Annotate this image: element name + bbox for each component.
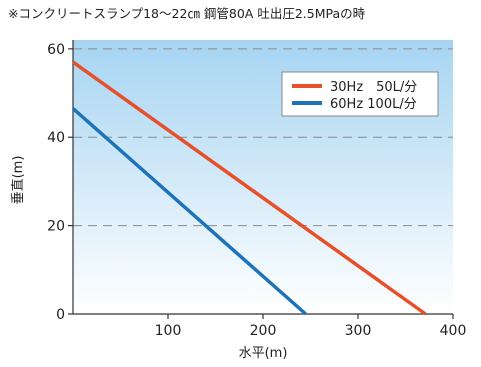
- series-line-1: [71, 107, 307, 316]
- legend-label-30hz: 30Hz 50L/分: [330, 80, 417, 95]
- series-lines: [71, 60, 427, 316]
- y-tick-label-60: 60: [47, 42, 65, 58]
- x-axis-label: 水平(m): [239, 346, 288, 361]
- x-tick-label-100: 100: [155, 323, 182, 339]
- gridlines: [73, 48, 453, 227]
- legend-box: [281, 71, 439, 117]
- x-tick-label-200: 200: [250, 323, 277, 339]
- y-axis-label: 垂直(m): [11, 156, 26, 205]
- legend-label-60hz: 60Hz 100L/分: [330, 97, 417, 112]
- y-tick-label-40: 40: [47, 130, 65, 146]
- x-tick-label-400: 400: [440, 323, 467, 339]
- y-tick-label-0: 0: [56, 307, 65, 323]
- tick-labels: 0 20 40 60 100 200 300 400: [47, 42, 466, 339]
- y-tick-label-20: 20: [47, 219, 65, 235]
- chart-title: ※コンクリートスランプ18〜22㎝ 鋼管80A 吐出圧2.5MPaの時: [8, 6, 366, 21]
- legend: 30Hz 50L/分 60Hz 100L/分: [281, 71, 439, 117]
- series-line-0: [71, 60, 427, 316]
- axes: [68, 40, 454, 319]
- x-tick-label-300: 300: [345, 323, 372, 339]
